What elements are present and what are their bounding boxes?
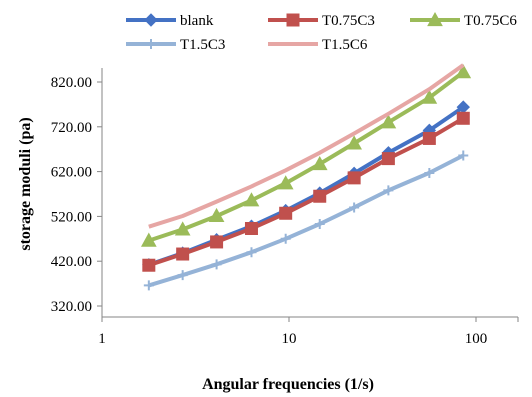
series-T1.5C3 (143, 150, 469, 291)
data-point (142, 258, 156, 272)
series-line (148, 116, 465, 268)
data-point (424, 167, 435, 178)
series-blank (142, 100, 470, 272)
data-point (456, 111, 470, 125)
x-tick-label: 100 (465, 331, 488, 347)
series-line (148, 105, 465, 267)
data-point (455, 64, 472, 79)
series-T0.75C6 (140, 64, 472, 247)
series-line (148, 153, 465, 288)
x-tick-label: 1 (98, 331, 106, 347)
data-point (176, 247, 190, 261)
series-T0.75C3 (142, 111, 470, 272)
data-point (381, 152, 395, 166)
y-tick-label: 620.00 (51, 165, 92, 181)
data-point (311, 155, 328, 171)
data-point (246, 247, 257, 258)
legend-item: T0.75C6 (410, 11, 517, 29)
axes (101, 68, 518, 318)
legend-item: blank (126, 13, 214, 29)
data-point (422, 131, 436, 145)
data-point (174, 221, 191, 236)
data-point (243, 192, 260, 207)
series-line (148, 70, 465, 243)
data-point (383, 185, 394, 196)
data-point (349, 202, 360, 213)
data-point (177, 270, 188, 281)
data-point (279, 206, 293, 220)
data-point (346, 135, 362, 150)
y-tick-label: 820.00 (51, 75, 92, 91)
y-tick-label: 520.00 (51, 209, 92, 225)
legend-marker (146, 39, 156, 49)
series-T1.5C6 (148, 63, 465, 229)
data-point (244, 221, 258, 235)
y-axis-title: storage moduli (pa) (17, 117, 34, 250)
x-ticks: 1 10 100 (98, 317, 519, 347)
x-axis-title: Angular frequencies (1/s) (202, 376, 374, 393)
data-point (208, 207, 225, 223)
legend-marker (144, 13, 158, 27)
data-point (143, 280, 154, 291)
data-point (140, 232, 157, 247)
data-point (347, 171, 361, 185)
data-point (313, 189, 327, 203)
legend-marker (286, 13, 300, 27)
data-point (211, 259, 222, 270)
data-point (380, 114, 397, 129)
legend-label: T0.75C6 (464, 13, 517, 29)
legend-item: T1.5C3 (126, 37, 225, 53)
legend-label: blank (180, 13, 214, 29)
data-point (421, 89, 438, 104)
legend-label: T1.5C6 (322, 37, 368, 53)
y-tick-label: 720.00 (51, 120, 92, 136)
data-point (458, 150, 469, 161)
data-point (280, 233, 291, 244)
legend-marker (427, 11, 443, 27)
y-tick-label: 320.00 (51, 299, 92, 315)
data-point (314, 219, 325, 230)
legend-label: T0.75C3 (322, 13, 375, 29)
y-ticks: 320.00 420.00 520.00 620.00 720.00 820.00 (51, 75, 102, 315)
series-layer (140, 63, 472, 291)
series-line (148, 63, 465, 229)
legend: blank T0.75C3 T0.75C6 T1.5C3 T1.5C6 (126, 11, 517, 53)
legend-item: T0.75C3 (268, 13, 375, 29)
legend-item: T1.5C6 (268, 37, 368, 53)
data-point (210, 235, 224, 249)
legend-label: T1.5C3 (180, 37, 225, 53)
y-tick-label: 420.00 (51, 254, 92, 270)
x-tick-label: 10 (282, 331, 297, 347)
data-point (277, 175, 294, 190)
